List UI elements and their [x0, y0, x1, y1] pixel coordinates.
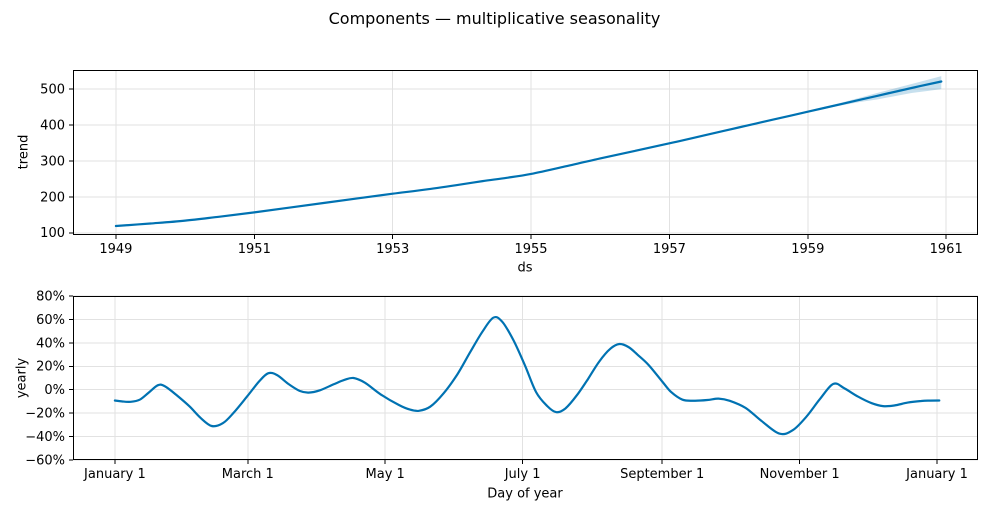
- y-tick-label: 300: [40, 154, 65, 169]
- yearly-x-axis-label: Day of year: [487, 486, 563, 502]
- y-tick-label: 60%: [36, 313, 65, 328]
- y-tick-label: 0%: [44, 383, 65, 398]
- trend-x-axis-label: ds: [517, 260, 533, 276]
- y-tick-label: 400: [40, 118, 65, 133]
- y-tick-label: −40%: [25, 430, 65, 445]
- x-tick-label: March 1: [222, 467, 274, 482]
- x-tick-label: 1959: [791, 242, 824, 257]
- x-tick-label: January 1: [905, 467, 968, 482]
- x-tick-label: 1961: [930, 242, 963, 257]
- grid: [73, 295, 978, 461]
- trend-line: [114, 80, 943, 228]
- trend-chart: 1949 1951 1953 1955 1957 1959 1961 100 200 300 400…: [40, 70, 978, 257]
- axes-frame: [73, 70, 978, 235]
- grid: [73, 70, 978, 235]
- y-tick-label: −20%: [25, 407, 65, 422]
- yearly-line: [113, 315, 941, 436]
- x-tick-label: 1953: [376, 242, 409, 257]
- y-tick-label: 500: [40, 83, 65, 98]
- x-tick-label: 1949: [99, 242, 132, 257]
- y-tick-label: −60%: [25, 453, 65, 468]
- x-tick-label: 1957: [653, 242, 686, 257]
- yearly-y-axis-label: yearly: [14, 357, 30, 399]
- yearly-chart: January 1 March 1 May 1 July 1 September 1 No…: [25, 289, 978, 482]
- trend-y-axis-label: trend: [16, 134, 32, 170]
- x-tick-label: 1955: [514, 242, 547, 257]
- y-tick-label: 100: [40, 226, 65, 241]
- y-tick-label: 200: [40, 190, 65, 205]
- axes-frame: [73, 296, 978, 460]
- x-tick-label: September 1: [620, 467, 704, 482]
- x-tick-label: November 1: [760, 467, 840, 482]
- y-tick-label: 80%: [36, 289, 65, 304]
- x-tick-label: 1951: [238, 242, 271, 257]
- y-tick-label: 40%: [36, 336, 65, 351]
- x-tick-label: July 1: [504, 467, 541, 482]
- x-tick-label: May 1: [366, 467, 405, 482]
- x-tick-label: January 1: [83, 467, 146, 482]
- tick-marks: [69, 295, 938, 464]
- figure-title: Components — multiplicative seasonality: [328, 9, 661, 28]
- tick-marks: [69, 88, 947, 239]
- y-tick-label: 20%: [36, 360, 65, 375]
